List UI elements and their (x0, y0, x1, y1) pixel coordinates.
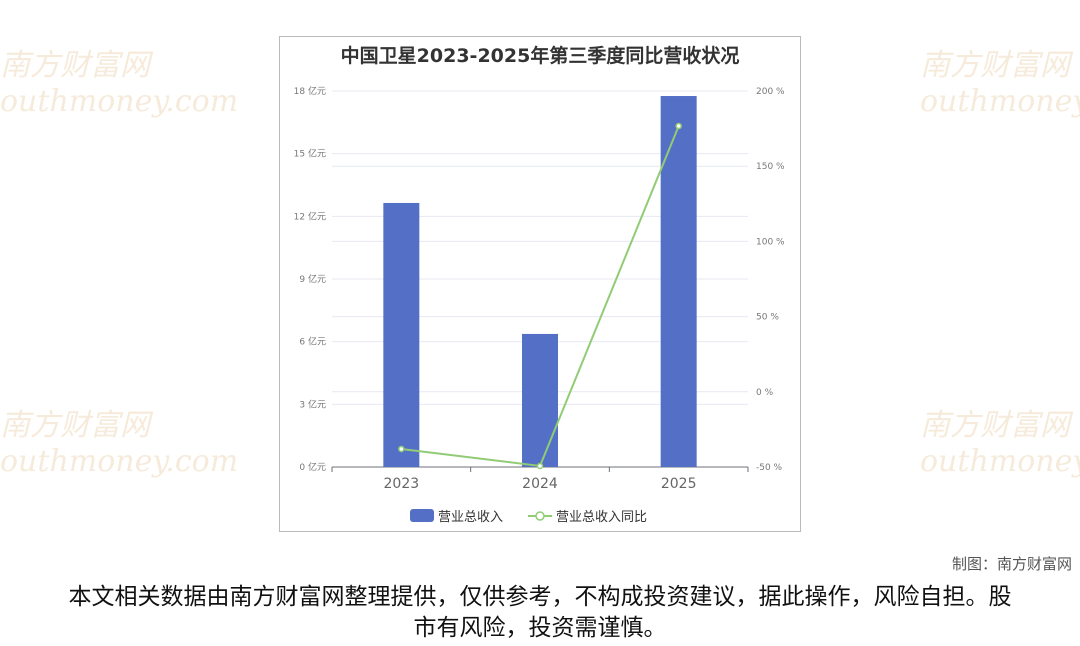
right-tick-label: 200 % (756, 87, 785, 97)
x-tick-label: 2024 (522, 476, 558, 492)
x-tick-label: 2025 (661, 476, 697, 492)
chart: 0 亿元 3 亿元 6 亿元 9 亿元 12 亿元 15 亿元 18 亿元 -50 % 0 % 5… (294, 85, 785, 525)
left-tick-label: 3 亿元 (299, 398, 326, 410)
right-tick-label: -50 % (756, 463, 783, 473)
line-point (398, 445, 405, 453)
bar (660, 96, 697, 467)
x-tick-label: 2023 (384, 476, 420, 492)
legend-bar-swatch (410, 509, 434, 522)
legend-line-marker (535, 511, 545, 521)
left-tick-label: 12 亿元 (294, 210, 326, 222)
bar (383, 202, 420, 467)
chart-title: 中国卫星2023-2025年第三季度同比营收状况 (340, 45, 740, 67)
left-tick-label: 18 亿元 (294, 85, 326, 97)
right-tick-label: 100 % (756, 237, 785, 247)
right-tick-label: 150 % (756, 162, 785, 172)
disclaimer: 本文相关数据由南方财富网整理提供，仅供参考，不构成投资建议，据此操作，风险自担。… (68, 584, 1012, 641)
chart-credit: 制图：南方财富网 (951, 555, 1072, 573)
chart-frame: 中国卫星2023-2025年第三季度同比营收状况 0 亿元 3 亿元 6 亿元 9 亿… (279, 36, 801, 532)
left-tick-label: 9 亿元 (299, 273, 326, 285)
line-point (675, 122, 682, 130)
legend-label: 营业总收入 (438, 510, 503, 525)
line-point (536, 462, 544, 470)
left-tick-label: 0 亿元 (299, 461, 326, 473)
left-tick-label: 15 亿元 (294, 148, 326, 160)
bar (522, 333, 558, 467)
legend-label: 营业总收入同比 (556, 510, 647, 525)
right-tick-label: 0 % (756, 388, 774, 398)
left-tick-label: 6 亿元 (299, 336, 326, 348)
right-tick-label: 50 % (756, 313, 779, 323)
